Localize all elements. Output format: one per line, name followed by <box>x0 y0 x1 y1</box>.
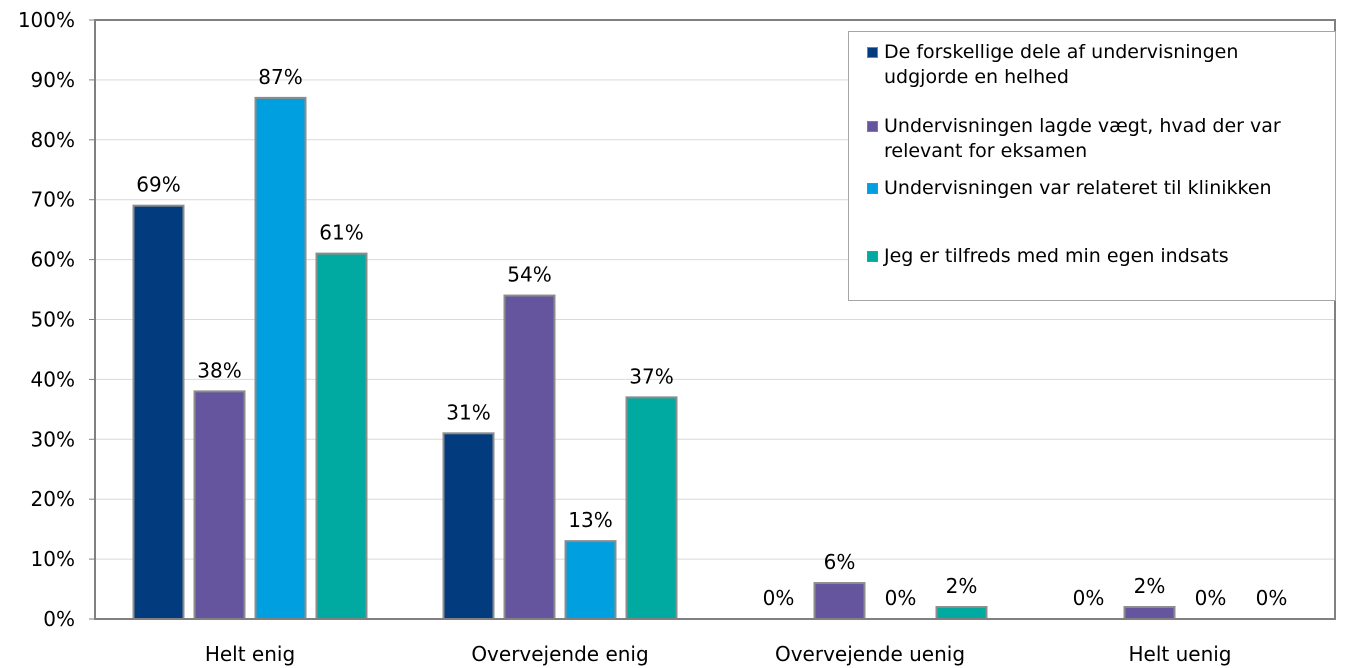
legend-swatch-2 <box>867 121 878 132</box>
plot-border <box>94 19 1336 620</box>
y-tick-label: 90% <box>31 68 75 92</box>
axes <box>89 19 1336 620</box>
data-label: 0% <box>1256 586 1288 610</box>
data-label: 69% <box>136 173 180 197</box>
y-tick-label: 30% <box>31 427 75 451</box>
data-label: 2% <box>946 574 978 598</box>
bar <box>132 204 185 620</box>
data-label: 54% <box>507 263 551 287</box>
bar <box>442 432 495 620</box>
legend-label-2: Undervisningen lagde vægt, hvad der var … <box>884 115 1281 162</box>
x-axis-categories: Helt enig Overvejende enig Overvejende uen… <box>205 642 1232 666</box>
x-category-label: Overvejende uenig <box>775 642 965 666</box>
legend-swatch-1 <box>867 47 878 58</box>
legend: De forskellige dele af undervisningen ud… <box>848 31 1336 301</box>
legend-label-3: Undervisningen var relateret til klinikk… <box>884 177 1272 199</box>
bar <box>193 390 246 620</box>
y-tick-label: 40% <box>31 367 75 391</box>
y-tick-label: 20% <box>31 487 75 511</box>
bar <box>315 252 368 621</box>
data-label: 0% <box>1195 586 1227 610</box>
bar <box>935 606 988 621</box>
x-category-label: Helt enig <box>205 642 295 666</box>
data-label: 0% <box>1073 586 1105 610</box>
data-labels: 69% 38% 87% 61% 31% 54% 13% 37% 0% 6% 0% 2% 0% 2% 0% 0% <box>136 65 1287 610</box>
legend-item-3: Undervisningen var relateret til klinikk… <box>867 176 1307 201</box>
y-tick-label: 0% <box>43 607 75 631</box>
data-label: 6% <box>824 550 856 574</box>
y-tick-label: 60% <box>31 248 75 272</box>
y-tick-label: 80% <box>31 128 75 152</box>
data-label: 0% <box>885 586 917 610</box>
data-label: 61% <box>319 221 363 245</box>
data-label: 37% <box>629 364 673 388</box>
legend-item-1: De forskellige dele af undervisningen ud… <box>867 40 1307 90</box>
data-label: 2% <box>1134 574 1166 598</box>
data-label: 31% <box>446 400 490 424</box>
data-label: 87% <box>258 65 302 89</box>
y-tick-label: 70% <box>31 188 75 212</box>
y-axis-ticks: 0% 10% 20% 30% 40% 50% 60% 70% 80% 90% 100% <box>18 8 75 631</box>
legend-item-4: Jeg er tilfreds med min egen indsats <box>867 244 1307 269</box>
y-tick-label: 50% <box>31 308 75 332</box>
x-category-label: Overvejende enig <box>471 642 648 666</box>
legend-label-4: Jeg er tilfreds med min egen indsats <box>884 245 1229 267</box>
data-label: 38% <box>197 358 241 382</box>
data-label: 0% <box>763 586 795 610</box>
bar <box>625 396 678 620</box>
bar <box>254 96 307 621</box>
legend-swatch-3 <box>867 183 878 194</box>
bar <box>503 294 556 620</box>
bar <box>813 582 866 620</box>
data-label: 13% <box>568 508 612 532</box>
bar <box>564 540 617 621</box>
y-tick-label: 10% <box>31 547 75 571</box>
x-category-label: Helt uenig <box>1128 642 1231 666</box>
y-tick-label: 100% <box>18 8 75 32</box>
legend-swatch-4 <box>867 251 878 262</box>
legend-item-2: Undervisningen lagde vægt, hvad der var … <box>867 114 1307 164</box>
bar <box>1123 606 1176 621</box>
legend-label-1: De forskellige dele af undervisningen ud… <box>884 41 1239 88</box>
